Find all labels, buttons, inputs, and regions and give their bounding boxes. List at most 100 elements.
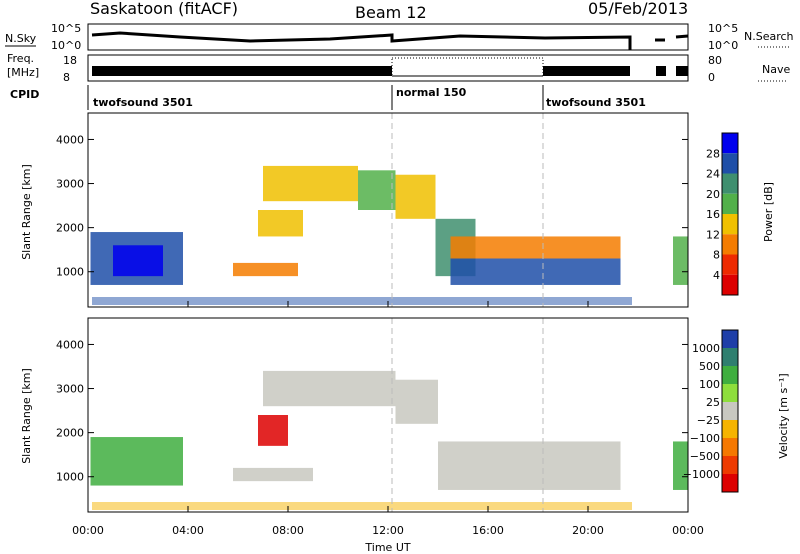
velocity-colorbar-tick-6: −500: [690, 450, 720, 463]
power-colorbar-swatch-6: [722, 254, 738, 275]
power-region-8: [450, 258, 621, 285]
velocity-region-3: [263, 370, 396, 407]
power-colorbar-swatch-4: [722, 214, 738, 235]
power-regions: [90, 165, 688, 305]
freq-right-tick-top: 80: [708, 54, 722, 67]
velocity-region-0: [90, 437, 183, 486]
cpid-label: CPID: [10, 88, 39, 101]
freq-band-1: [92, 66, 392, 76]
power-colorbar-tick-6: 4: [713, 269, 720, 282]
velocity-colorbar-tick-5: −100: [690, 432, 720, 445]
power-ytick-0: 4000: [56, 133, 84, 146]
power-ytick-2: 2000: [56, 222, 84, 235]
velocity-colorbar-tick-0: 1000: [692, 342, 720, 355]
velocity-colorbar-swatch-4: [722, 402, 738, 420]
velocity-colorbar-tick-7: −1000: [683, 468, 720, 481]
velocity-region-5: [438, 441, 621, 490]
nave-label: Nave: [762, 63, 790, 76]
power-yticks: 4000 3000 2000 1000: [56, 133, 688, 279]
power-panel: 4000 3000 2000 1000 Slant Range [km] 28 24 20…: [20, 112, 775, 308]
velocity-ground-band: [92, 502, 632, 510]
x-tick-2: 08:00: [272, 524, 304, 537]
power-region-4: [263, 165, 358, 202]
velocity-colorbar-swatch-1: [722, 348, 738, 366]
nsky-right-tick-bottom: 10^0: [708, 39, 738, 52]
x-tick-5: 20:00: [572, 524, 604, 537]
date-title: 05/Feb/2013: [588, 0, 688, 18]
velocity-region-1: [258, 415, 288, 446]
power-region-5: [358, 170, 396, 210]
freq-tick-bottom: 8: [63, 71, 70, 84]
velocity-colorbar-tick-1: 500: [699, 360, 720, 373]
velocity-colorbar-swatch-5: [722, 420, 738, 438]
velocity-panel: 4000 3000 2000 1000 Slant Range [km] 1000 50…: [20, 301, 790, 554]
power-colorbar-tick-5: 8: [713, 249, 720, 262]
cpid-segment-2: normal 150: [396, 86, 467, 99]
velocity-colorbar-tick-4: −25: [697, 414, 720, 427]
power-colorbar-swatch-3: [722, 193, 738, 214]
power-colorbar-swatch-1: [722, 153, 738, 174]
velocity-ytick-3: 1000: [56, 471, 84, 484]
power-colorbar-swatch-7: [722, 274, 738, 295]
cpid-segment-1: twofsound 3501: [93, 96, 193, 109]
cpid-segment-3: twofsound 3501: [546, 96, 646, 109]
nsky-panel: N.Sky 10^5 10^0 10^5 10^0 N.Search: [5, 22, 794, 52]
power-region-1: [113, 245, 163, 277]
freq-unit: [MHz]: [7, 66, 39, 79]
power-ytick-3: 1000: [56, 266, 84, 279]
nsky-label: N.Sky: [5, 32, 37, 45]
velocity-colorbar-swatch-2: [722, 366, 738, 384]
nsearch-label: N.Search: [744, 30, 794, 43]
power-colorbar-tick-0: 28: [706, 147, 720, 160]
velocity-colorbar-swatch-0: [722, 330, 738, 348]
power-colorbar-tick-4: 12: [706, 228, 720, 241]
velocity-colorbar-tick-3: 25: [706, 396, 720, 409]
power-colorbar-label: Power [dB]: [762, 182, 775, 242]
power-colorbar-tick-1: 24: [706, 168, 720, 181]
freq-tick-top: 18: [63, 54, 77, 67]
nsky-tick-top: 10^5: [51, 22, 81, 35]
power-colorbar-tick-2: 20: [706, 188, 720, 201]
nsky-tick-bottom: 10^0: [51, 39, 81, 52]
velocity-colorbar-swatch-6: [722, 438, 738, 456]
velocity-region-6: [673, 441, 688, 490]
x-axis-ticks: 00:00 04:00 08:00 12:00 16:00 20:00 00:00: [72, 301, 704, 537]
power-region-6: [395, 174, 436, 219]
x-tick-3: 12:00: [372, 524, 404, 537]
velocity-colorbar-label: Velocity [m s⁻¹]: [777, 373, 790, 458]
velocity-yticks: 4000 3000 2000 1000: [56, 338, 688, 484]
velocity-colorbar: 1000 500 100 25 −25 −100 −500 −1000: [683, 329, 739, 493]
power-ytick-1: 3000: [56, 178, 84, 191]
velocity-region-2: [233, 467, 313, 482]
power-region-2: [233, 262, 298, 277]
velocity-colorbar-swatch-8: [722, 474, 738, 492]
velocity-colorbar-swatch-7: [722, 456, 738, 474]
x-axis-label: Time UT: [364, 541, 410, 554]
velocity-ytick-0: 4000: [56, 338, 84, 351]
freq-label: Freq.: [7, 52, 34, 65]
power-colorbar-swatch-5: [722, 234, 738, 255]
power-region-3: [258, 210, 303, 237]
nsky-right-tick-top: 10^5: [708, 22, 738, 35]
freq-right-tick-bottom: 0: [708, 71, 715, 84]
nsky-trace: [91, 31, 689, 50]
velocity-regions: [90, 370, 688, 510]
cpid-panel: CPID twofsound 3501 normal 150 twofsound…: [10, 85, 646, 110]
power-ylabel: Slant Range [km]: [20, 164, 33, 260]
station-title: Saskatoon (fitACF): [90, 0, 238, 18]
beam-title: Beam 12: [355, 3, 427, 22]
power-ground-band: [92, 297, 632, 305]
power-colorbar: 28 24 20 16 12 8 4: [706, 132, 739, 296]
velocity-colorbar-swatch-3: [722, 384, 738, 402]
velocity-colorbar-tick-2: 100: [699, 378, 720, 391]
velocity-ylabel: Slant Range [km]: [20, 368, 33, 464]
power-region-9: [450, 236, 621, 259]
x-tick-6: 00:00: [672, 524, 704, 537]
x-tick-0: 00:00: [72, 524, 104, 537]
velocity-region-4: [395, 379, 438, 424]
freq-band-2: [543, 66, 630, 76]
freq-panel: Freq. [MHz] 18 8 80 0 Nave: [7, 52, 790, 84]
power-region-10: [673, 236, 688, 285]
x-tick-4: 16:00: [472, 524, 504, 537]
